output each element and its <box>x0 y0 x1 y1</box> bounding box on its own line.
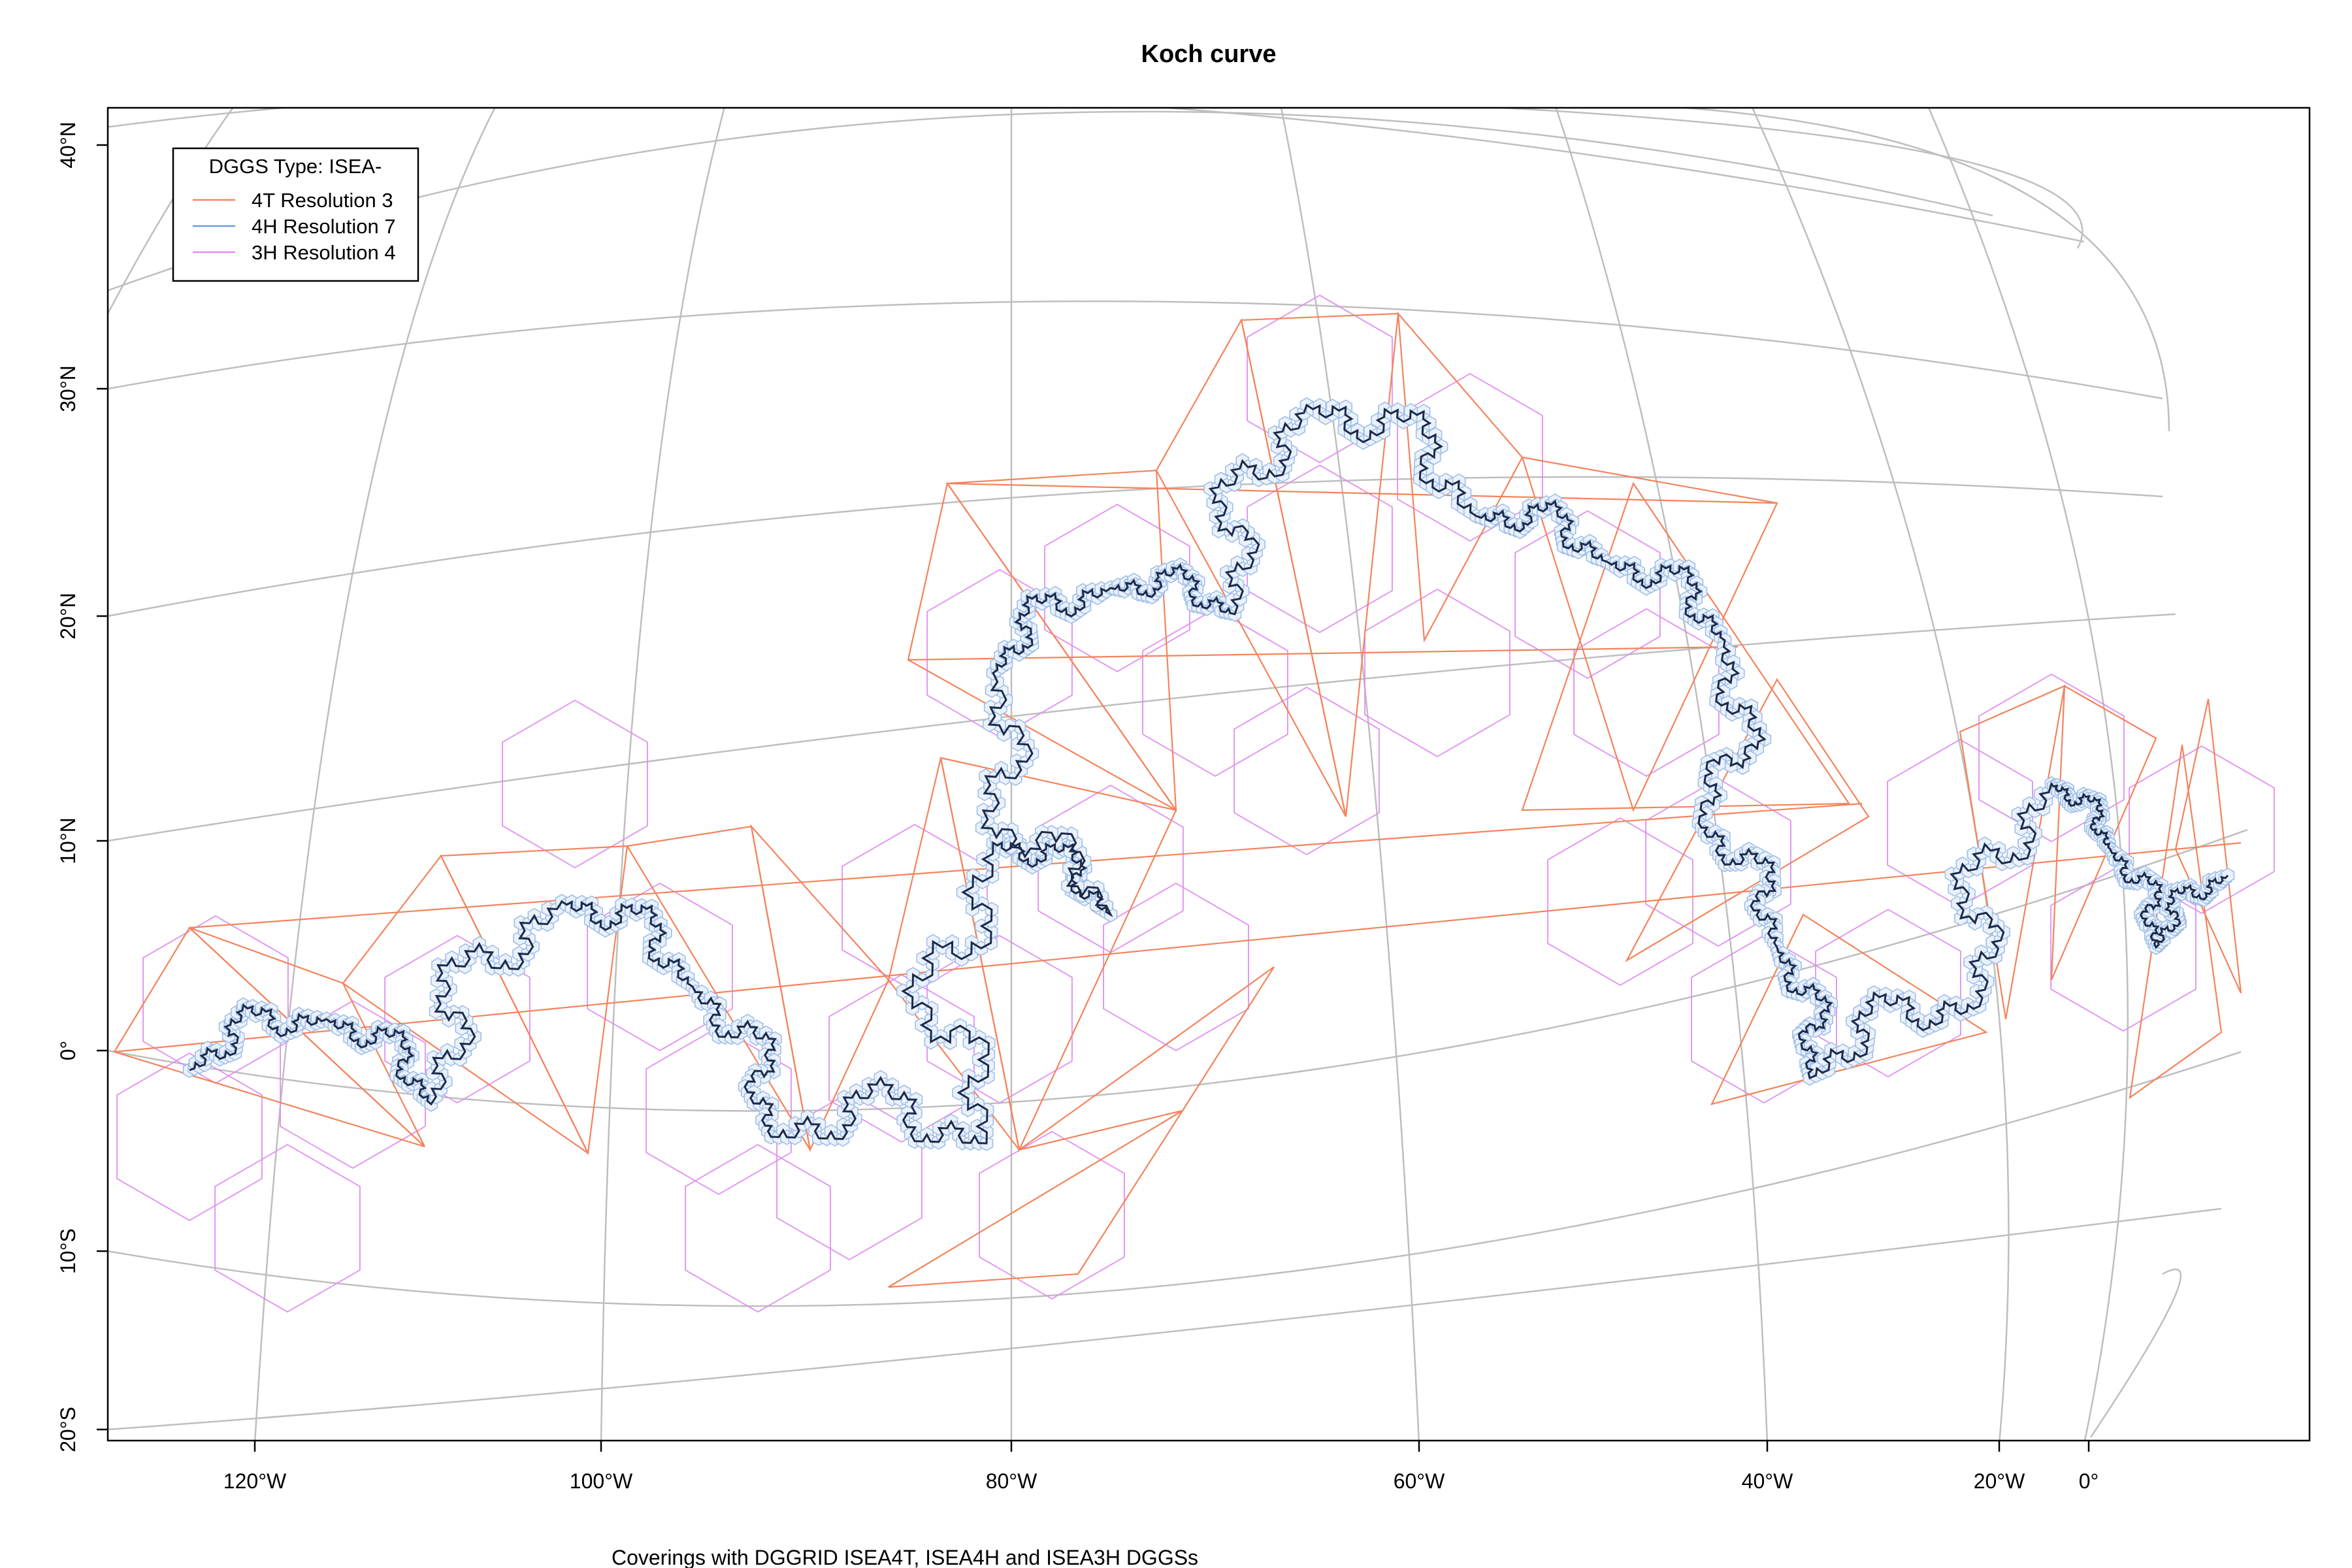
isea3h-cell <box>841 823 988 993</box>
graticule-meridian <box>1555 108 1769 1441</box>
y-tick-label: 30°N <box>56 365 80 412</box>
map-title: Koch curve <box>1141 41 1277 68</box>
isea4t-cell <box>626 825 811 1151</box>
isea3h-cell <box>1103 882 1249 1052</box>
isea3h-cell <box>1815 908 1961 1078</box>
isea4t-cell <box>1019 966 1275 1151</box>
isea4t-cell <box>189 926 425 1147</box>
isea3h-cell <box>1037 784 1184 954</box>
isea4t-edge <box>907 645 1739 661</box>
isea4t-cell <box>2174 698 2242 994</box>
isea3h-cell <box>645 1026 792 1196</box>
graticule-meridian <box>2089 1268 2182 1438</box>
y-tick-label: 20°S <box>56 1407 80 1452</box>
isea3h-cell <box>979 1130 1125 1300</box>
isea3h-cell <box>214 1143 361 1313</box>
isea3h-cell <box>1691 934 1837 1104</box>
isea4t-cell <box>440 845 629 1156</box>
isea4t-cell <box>945 469 1177 813</box>
isea3h-cell <box>384 934 531 1104</box>
isea4t-cell <box>2050 685 2157 981</box>
isea3h-cell <box>926 934 1073 1104</box>
graticule-meridian <box>1751 108 2010 1441</box>
graticule <box>108 108 2248 1441</box>
y-axis <box>97 144 108 1431</box>
x-tick-label: 0° <box>2079 1469 2099 1493</box>
isea3h-cell <box>1247 464 1393 634</box>
graticule-meridian <box>600 108 725 1441</box>
x-axis <box>253 1441 2090 1452</box>
isea3h-cell <box>2129 745 2275 915</box>
isea3h-cell <box>1247 294 1393 464</box>
x-tick-label: 20°W <box>1974 1469 2025 1493</box>
isea3h-res4-cells <box>116 294 2275 1313</box>
legend-label-4h: 4H Resolution 7 <box>252 215 396 238</box>
isea3h-cell <box>502 699 648 869</box>
y-tick-label: 20°N <box>56 593 80 640</box>
plot-frame <box>106 106 2311 1442</box>
x-tick-label: 120°W <box>223 1469 287 1493</box>
legend-label-3h: 3H Resolution 4 <box>252 241 396 264</box>
isea4t-cell <box>888 1110 1183 1288</box>
isea3h-cell <box>1978 673 2125 843</box>
isea4t-cell <box>1521 482 1851 811</box>
isea4t-cell <box>1397 311 1524 643</box>
isea3h-cell <box>1233 686 1380 856</box>
x-tick-label: 80°W <box>986 1469 1037 1493</box>
isea3h-cell <box>116 1052 263 1222</box>
graticule-meridian <box>254 108 496 1441</box>
graticule-parallel <box>108 476 2163 617</box>
graticule-parallel <box>1673 108 2170 432</box>
isea3h-cell <box>1044 503 1190 673</box>
graticule-parallel <box>108 613 2176 842</box>
x-tick-label: 100°W <box>570 1469 633 1493</box>
legend-label-4t: 4T Resolution 3 <box>252 189 393 212</box>
koch-curve <box>189 403 2229 1145</box>
isea4t-edge <box>947 482 1778 504</box>
isea3h-cell <box>1142 608 1288 777</box>
graticule-parallel <box>108 300 2163 400</box>
isea3h-cell <box>1645 777 1791 947</box>
legend-box <box>172 147 419 282</box>
isea3h-cell <box>828 973 975 1143</box>
isea4t-cell <box>1521 456 1778 813</box>
isea4h-res7-cells <box>182 397 2235 1151</box>
graticule-parallel <box>108 1207 2222 1431</box>
legend-title: DGGS Type: ISEA- <box>209 155 382 178</box>
x-tick-label: 60°W <box>1394 1469 1445 1493</box>
graticule-meridian <box>108 108 234 314</box>
legend: DGGS Type: ISEA- 4T Resolution 3 4H Reso… <box>172 147 419 282</box>
y-tick-label: 10°S <box>56 1228 80 1274</box>
graticule-parallel <box>1486 108 2083 249</box>
isea4t-res3-cells <box>113 311 2242 1288</box>
graticule-parallel <box>108 1051 2242 1307</box>
isea4t-cell <box>750 824 890 1152</box>
isea3h-cell <box>2050 862 2197 1032</box>
graticule-meridian <box>1280 108 1420 1441</box>
y-tick-label: 0° <box>56 1041 80 1061</box>
graticule-parallel <box>108 108 2085 243</box>
y-tick-label: 10°N <box>56 817 80 864</box>
isea3h-cell <box>1547 817 1693 987</box>
map-caption: Coverings with DGGRID ISEA4T, ISEA4H and… <box>612 1546 1198 1568</box>
y-tick-label: 40°N <box>56 122 80 169</box>
isea3h-cell <box>685 1143 831 1313</box>
isea3h-cell <box>1514 510 1661 679</box>
isea4t-cell <box>907 482 1177 811</box>
graticule-meridian <box>1927 108 2129 1441</box>
x-tick-label: 40°W <box>1742 1469 1793 1493</box>
isea4t-cell <box>1240 312 1399 817</box>
